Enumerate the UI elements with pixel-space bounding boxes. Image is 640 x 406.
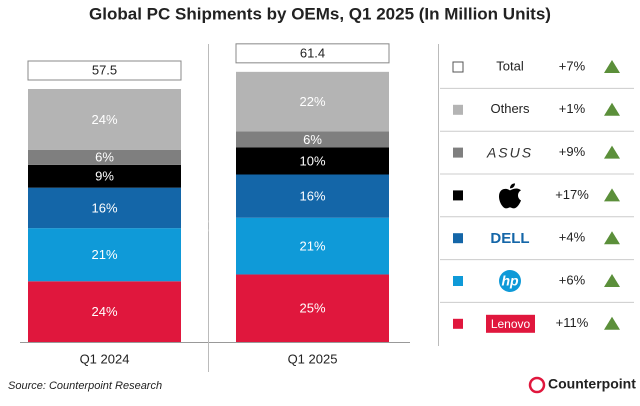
growth-arrow	[604, 145, 620, 159]
legend-label: Lenovo	[491, 317, 531, 331]
growth-label: +9%	[559, 144, 586, 159]
total-box	[235, 43, 390, 64]
legend-swatch	[453, 104, 463, 115]
bar-segment	[236, 217, 389, 275]
legend-swatch	[453, 318, 463, 329]
growth-label: +7%	[559, 58, 586, 73]
segment-label: 16%	[299, 189, 325, 204]
segment-label: 16%	[91, 200, 117, 215]
growth-label: +1%	[559, 101, 586, 116]
bar-segment	[28, 149, 181, 165]
segment-label: 9%	[95, 169, 114, 184]
total-label: 57.5	[92, 62, 117, 77]
total-label: 61.4	[300, 45, 325, 60]
source: Source: Counterpoint Research	[8, 380, 162, 392]
legend-label: Others	[490, 101, 530, 116]
segment-label: 10%	[299, 153, 325, 168]
legend-swatch	[453, 147, 463, 158]
bar-segment	[236, 71, 389, 132]
x-tick-label: Q1 2024	[80, 351, 130, 366]
bar-segment	[28, 281, 181, 342]
chart-title: Global PC Shipments by OEMs, Q1 2025 (In…	[89, 4, 551, 23]
legend-label: Total	[496, 58, 524, 73]
bar-segment	[236, 274, 389, 342]
bar-segment	[236, 147, 389, 175]
segment-label: 24%	[91, 112, 117, 127]
growth-label: +11%	[556, 315, 589, 330]
brand: Counterpoint	[548, 376, 636, 392]
growth-arrow	[604, 231, 620, 245]
segment-label: 21%	[91, 247, 117, 262]
bar-segment	[236, 174, 389, 218]
segment-label: 25%	[299, 301, 325, 316]
segment-label: 24%	[91, 304, 117, 319]
segment-label: 22%	[299, 94, 325, 109]
bar-segment	[236, 131, 389, 148]
total-box	[27, 60, 182, 81]
brand-icon	[528, 376, 546, 394]
bar-segment	[28, 228, 181, 282]
legend-logo	[499, 183, 521, 209]
legend-logo-box	[486, 314, 535, 333]
legend-label: ASUS	[486, 144, 533, 160]
legend-label: hp	[501, 273, 519, 289]
legend-swatch	[453, 276, 463, 286]
growth-arrow	[604, 188, 620, 202]
legend-label: DELL	[490, 230, 529, 247]
growth-arrow	[604, 274, 620, 287]
growth-arrow	[604, 102, 620, 116]
growth-label: +17%	[555, 187, 589, 202]
legend-swatch	[453, 233, 463, 244]
bar-segment	[28, 164, 181, 188]
x-tick-label: Q1 2025	[288, 351, 338, 366]
bar-segment	[28, 89, 181, 150]
brand-logo: Counterpoint	[528, 376, 636, 394]
legend-swatch	[452, 61, 464, 73]
segment-label: 6%	[303, 132, 322, 147]
growth-label: +4%	[559, 230, 586, 245]
segment-label: 21%	[299, 239, 325, 254]
bar-segment	[28, 187, 181, 229]
growth-arrow	[604, 316, 620, 330]
segment-label: 6%	[95, 150, 114, 165]
growth-arrow	[604, 60, 620, 73]
growth-label: +6%	[559, 272, 586, 287]
legend-swatch	[453, 190, 463, 201]
legend-logo-box	[499, 270, 521, 292]
